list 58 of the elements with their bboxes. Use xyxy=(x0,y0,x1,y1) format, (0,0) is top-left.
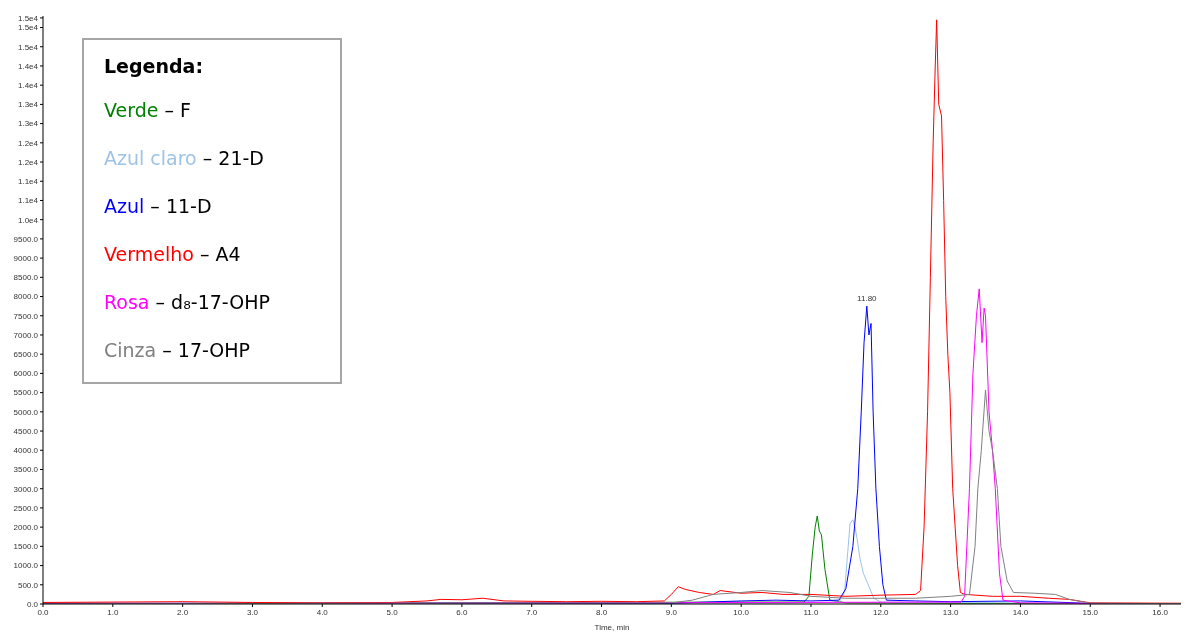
x-tick-label: 10.0 xyxy=(733,607,750,617)
y-tick-label: 2000.0 xyxy=(13,522,39,532)
legend-title: Legenda: xyxy=(104,54,205,79)
y-tick-label: 1.5e4 xyxy=(17,13,39,23)
text: Rosa – d₈-17-OHP xyxy=(104,291,270,313)
y-tick-label: 3500.0 xyxy=(13,465,39,475)
y-tick-label: 1500.0 xyxy=(13,542,39,552)
x-tick-label: 3.0 xyxy=(246,607,259,617)
y-tick-label: 6500.0 xyxy=(13,350,39,360)
x-tick-label: 4.0 xyxy=(316,607,329,617)
x-tick-label: 2.0 xyxy=(177,607,189,617)
y-tick-label: 8500.0 xyxy=(13,273,39,283)
text: Verde – F xyxy=(104,99,191,121)
y-tick-label: 500.0 xyxy=(17,580,39,590)
y-tick-label: 4000.0 xyxy=(13,446,39,456)
y-tick-label: 3000.0 xyxy=(13,484,39,494)
x-tick-label: 0.0 xyxy=(37,607,50,617)
x-tick-label: 8.0 xyxy=(595,607,608,617)
x-tick-label: 9.0 xyxy=(665,607,678,617)
x-tick-label: 16.0 xyxy=(1152,607,1169,617)
annotation: 11.80 xyxy=(857,294,878,304)
y-tick-label: 7500.0 xyxy=(13,311,39,321)
x-tick-label: 6.0 xyxy=(456,607,469,617)
x-tick-label: 12.0 xyxy=(873,607,890,617)
y-tick-label: 1.3e4 xyxy=(17,100,39,110)
y-tick-label: 8000.0 xyxy=(13,292,39,302)
y-tick-label: 1.4e4 xyxy=(17,81,39,91)
x-tick-label: 5.0 xyxy=(386,607,399,617)
y-tick-label: 2500.0 xyxy=(13,503,39,513)
y-tick-label: 5000.0 xyxy=(13,407,39,417)
x-tick-label: 11.0 xyxy=(803,607,820,617)
y-tick-label: 5500.0 xyxy=(13,388,39,398)
x-tick-label: 15.0 xyxy=(1082,607,1099,617)
text: Cinza – 17-OHP xyxy=(104,339,251,361)
y-tick-label: 1.4e4 xyxy=(17,61,39,71)
y-tick-label: 1.3e4 xyxy=(17,119,39,129)
text: Vermelho – A4 xyxy=(104,243,241,265)
y-tick-label: 1.1e4 xyxy=(17,196,39,206)
y-tick-label: 9000.0 xyxy=(13,253,39,263)
y-tick-label: 1.5e4 xyxy=(17,23,39,33)
text: Azul claro – 21-D xyxy=(104,147,264,169)
x-tick-label: 13.0 xyxy=(942,607,959,617)
y-tick-label: 7000.0 xyxy=(13,330,39,340)
y-tick-label: 4500.0 xyxy=(13,426,39,436)
y-tick-label: 1.5e4 xyxy=(17,42,39,52)
y-tick-label: 1.1e4 xyxy=(17,177,39,187)
x-tick-label: 14.0 xyxy=(1012,607,1029,617)
x-tick-label: 7.0 xyxy=(526,607,538,617)
y-tick-label: 1000.0 xyxy=(13,561,39,571)
y-tick-label: 6000.0 xyxy=(13,369,39,379)
y-tick-label: 1.2e4 xyxy=(17,138,39,148)
x-tick-label: 1.0 xyxy=(107,607,119,617)
text: Azul – 11-D xyxy=(104,195,212,217)
y-tick-label: 1.2e4 xyxy=(17,157,39,167)
x-axis-title: Time, min xyxy=(594,623,630,632)
y-tick-label: 1.0e4 xyxy=(17,215,39,225)
y-tick-label: 0.0 xyxy=(26,599,39,609)
y-tick-label: 9500.0 xyxy=(13,234,39,244)
